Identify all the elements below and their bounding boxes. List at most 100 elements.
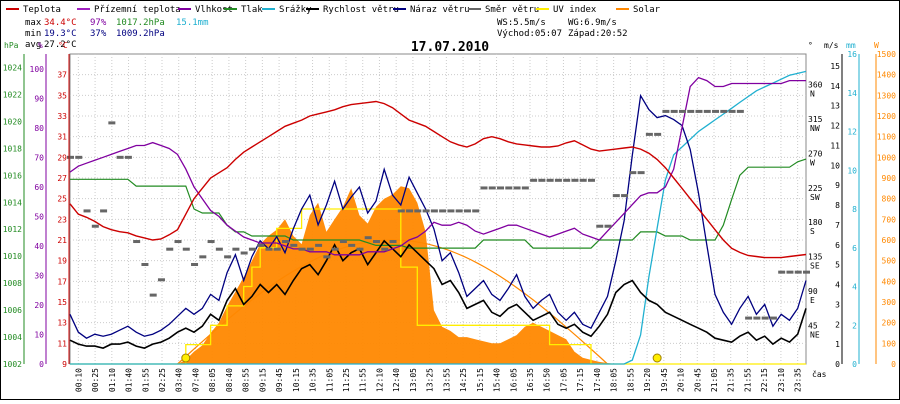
- y-axes: 1024102210201018101610141012101010081006…: [3, 50, 896, 369]
- solar-theoretical-curve: [177, 239, 608, 365]
- x-tick-19: 12:40: [392, 368, 401, 392]
- dir-tick-6: 90: [808, 287, 818, 296]
- wind-dir-mark-24: [265, 247, 273, 251]
- watt-tick-0: 1500: [877, 50, 896, 59]
- pct-tick-6: 40: [34, 242, 44, 251]
- dir-label-2: W: [810, 158, 815, 167]
- dir-tick-0: 360: [808, 80, 823, 89]
- wind-dir-mark-38: [381, 247, 389, 251]
- temperature-line: [69, 100, 807, 259]
- wind-dir-mark-8: [133, 240, 141, 244]
- x-tick-18: 12:10: [375, 368, 384, 392]
- x-tick-37: 20:45: [693, 368, 702, 392]
- wind-dir-mark-74: [678, 109, 686, 113]
- wind-dir-mark-13: [174, 240, 182, 244]
- wind-dir-mark-83: [753, 316, 761, 320]
- wind-dir-mark-79: [720, 109, 728, 113]
- stat-max-hum: 97%: [90, 18, 107, 28]
- pct-tick-7: 30: [34, 271, 44, 280]
- celsius-tick-0: 37: [57, 71, 67, 80]
- wind-dir-mark-48: [463, 209, 471, 213]
- stat-min-hum: 37%: [90, 29, 107, 39]
- wind-dir-mark-62: [579, 178, 587, 182]
- hpa-tick-9: 1006: [3, 306, 22, 315]
- wind-dir-mark-45: [439, 209, 447, 213]
- celsius-tick-5: 27: [57, 174, 67, 183]
- ms-tick-6: 9: [835, 181, 840, 190]
- x-tick-2: 01:10: [108, 368, 117, 392]
- wind-dir-mark-10: [149, 293, 157, 297]
- pct-tick-5: 50: [34, 212, 44, 221]
- ms-tick-13: 2: [835, 320, 840, 329]
- legend-label-3: Tlak: [241, 5, 263, 15]
- dir-label-7: NE: [810, 331, 820, 340]
- legend: Teplota Přízemní teplota Vlhkost Tlak Srážky…: [6, 5, 661, 15]
- wind-dir-mark-35: [356, 247, 364, 251]
- wind-dir-mark-1: [75, 155, 83, 159]
- x-tick-20: 13:05: [409, 368, 418, 392]
- wind-dir-mark-87: [786, 270, 794, 274]
- solar-area: [70, 186, 806, 364]
- x-tick-0: 00:10: [74, 368, 83, 392]
- wind-dir-mark-55: [521, 186, 529, 190]
- wind-dir-mark-60: [563, 178, 571, 182]
- watt-tick-7: 800: [882, 195, 897, 204]
- ms-tick-7: 8: [835, 201, 840, 210]
- ms-tick-12: 3: [835, 300, 840, 309]
- wind-dir-mark-44: [430, 209, 438, 213]
- wind-dir-mark-12: [166, 247, 174, 251]
- stat-max-rain: 15.1mm: [176, 18, 209, 28]
- wind-dir-mark-16: [199, 255, 207, 259]
- x-tick-21: 13:25: [426, 368, 435, 392]
- watt-tick-4: 1100: [877, 133, 896, 142]
- celsius-tick-9: 19: [57, 257, 67, 266]
- wind-dir-mark-64: [596, 224, 604, 228]
- wind-dir-mark-27: [290, 243, 298, 247]
- celsius-tick-3: 31: [57, 133, 67, 142]
- wind-dir-mark-18: [215, 247, 223, 251]
- pct-tick-1: 90: [34, 94, 44, 103]
- wind-dir-mark-49: [472, 209, 480, 213]
- stat-avg-label: avg: [25, 40, 41, 50]
- wind-dir-mark-65: [604, 224, 612, 228]
- ms-tick-5: 10: [830, 161, 840, 170]
- x-tick-28: 16:50: [543, 368, 552, 392]
- watt-tick-14: 100: [882, 339, 897, 348]
- wind-dir-mark-50: [480, 186, 488, 190]
- x-tick-9: 08:40: [225, 368, 234, 392]
- wind-gust-info: WG:6.9m/s: [568, 18, 617, 28]
- wind-dir-mark-0: [67, 155, 74, 159]
- watt-tick-10: 500: [882, 257, 897, 266]
- wind-dir-mark-53: [505, 186, 513, 190]
- x-tick-15: 11:05: [325, 368, 334, 392]
- hpa-tick-1: 1022: [3, 90, 22, 99]
- legend-label-9: Solar: [633, 5, 661, 15]
- wind-dir-mark-37: [372, 240, 380, 244]
- x-tick-36: 20:10: [677, 368, 686, 392]
- wind-dir-mark-42: [414, 209, 422, 213]
- wind-dir-mark-9: [141, 262, 149, 266]
- ms-tick-4: 11: [830, 141, 840, 150]
- wind-dir-mark-89: [803, 270, 810, 274]
- wind-dir-mark-86: [778, 270, 786, 274]
- wind-dir-mark-3: [91, 224, 99, 228]
- watt-tick-12: 300: [882, 298, 897, 307]
- pct-tick-3: 70: [34, 153, 44, 162]
- x-tick-40: 21:55: [743, 368, 752, 392]
- mm-tick-1: 14: [847, 89, 857, 98]
- wind-dir-mark-31: [323, 255, 331, 259]
- pct-tick-8: 20: [34, 301, 44, 310]
- mm-tick-6: 4: [852, 283, 857, 292]
- hpa-tick-4: 1016: [3, 171, 22, 180]
- hpa-tick-0: 1024: [3, 63, 22, 72]
- x-tick-41: 22:15: [760, 368, 769, 392]
- x-tick-43: 23:35: [794, 368, 803, 392]
- wind-dir-mark-20: [232, 247, 240, 251]
- x-tick-5: 02:25: [158, 368, 167, 392]
- wind-dir-mark-6: [116, 155, 124, 159]
- legend-label-6: Náraz větru: [410, 5, 470, 15]
- hpa-tick-3: 1018: [3, 144, 22, 153]
- uv-index-line: [70, 208, 806, 365]
- pct-tick-2: 80: [34, 124, 44, 133]
